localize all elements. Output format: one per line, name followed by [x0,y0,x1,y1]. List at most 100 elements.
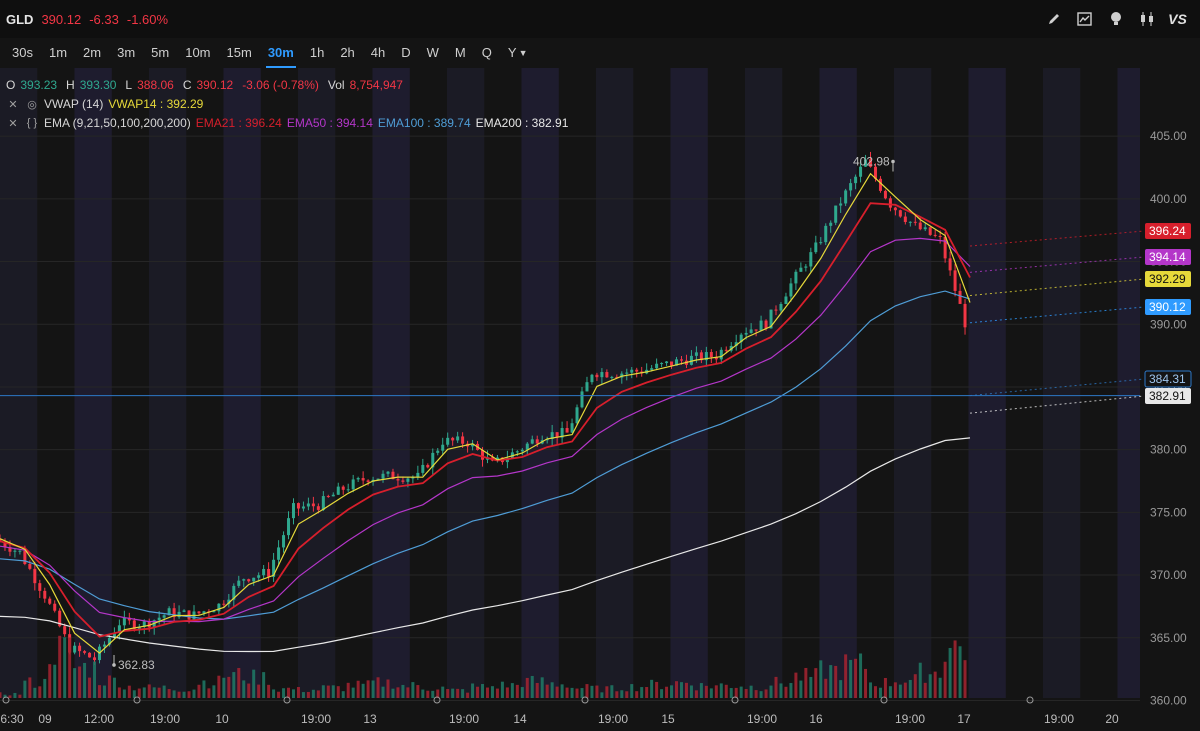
x-tick-label: 19:00 [150,712,180,726]
compare-button[interactable]: VS [1168,10,1187,27]
volume-bar [446,689,450,698]
volume-bar [943,661,947,698]
volume-bar [819,660,823,698]
candle-body [928,227,932,235]
candle-body [744,332,748,335]
vwap-name[interactable]: VWAP (14) [44,97,104,111]
volume-bar [873,686,877,698]
candle-body [182,610,186,612]
timeframe-w[interactable]: W [426,45,439,60]
session-band [521,68,559,698]
session-band [223,68,261,698]
line-chart-icon[interactable] [1076,10,1093,27]
volume-bar [316,690,320,698]
candle-body [570,423,574,433]
x-tick-label: 6:30 [0,712,24,726]
timeframe-4h[interactable]: 4h [370,45,386,60]
volume-bar [93,661,97,698]
price-marker [1145,271,1191,287]
timeframe-2h[interactable]: 2h [340,45,355,60]
timeframe-2m[interactable]: 2m [83,45,102,60]
candle-body [147,621,151,628]
candle-body [162,615,166,618]
candle-body [247,579,251,582]
close-icon[interactable]: ✕ [8,117,18,130]
volume-bar [520,687,524,698]
timeframe-q[interactable]: Q [481,45,492,60]
volume-bar [177,691,181,698]
candle-body [346,489,350,491]
timeframe-1m[interactable]: 1m [48,45,68,60]
candle-body [262,568,266,576]
candle-body [93,657,97,661]
candle-body [456,436,460,441]
candle-body [421,464,425,473]
chart-canvas[interactable]: 405.00400.00395.00390.00385.00380.00375.… [0,68,1200,731]
volume-bar [585,684,589,698]
session-band [74,68,112,698]
candle-body [296,503,300,509]
timeframe-5m[interactable]: 5m [151,45,170,60]
volume-bar [550,682,554,698]
marker-leader [969,278,1145,297]
volume-bar [461,689,465,698]
volume-bar [590,685,594,698]
volume-bar [769,685,773,698]
eye-icon[interactable]: ◎ [27,98,37,111]
candle-body [814,242,818,253]
candle-body [913,221,917,223]
price-marker-label: 382.91 [1149,389,1186,403]
session-band [819,68,857,698]
price-chart[interactable]: 405.00400.00395.00390.00385.00380.00375.… [0,68,1200,731]
candle-body [411,477,415,479]
code-braces-icon[interactable]: { } [26,117,38,129]
volume-bar [58,635,62,698]
candlestick-icon[interactable] [1138,10,1155,27]
candle-body [660,363,664,365]
chevron-down-icon[interactable]: ▼ [518,48,528,58]
open-value: 393.23 [20,78,58,92]
timeframe-1h[interactable]: 1h [309,45,325,60]
candle-body [675,359,679,366]
timeframe-10m[interactable]: 10m [185,45,211,60]
volume-bar [441,686,445,698]
volume-bar [112,677,116,698]
volume-bar [799,680,803,698]
volume-bar [764,689,768,698]
volume-bar [630,684,634,698]
volume-bar [625,691,629,698]
candle-body [779,303,783,311]
timeframe-m[interactable]: M [454,45,466,60]
x-tick-label: 19:00 [598,712,628,726]
lightbulb-icon[interactable] [1107,10,1124,27]
volume-bar [207,688,211,698]
volume-bar [809,676,813,698]
timeframe-30m[interactable]: 30m [260,38,302,68]
volume-bar [336,686,340,698]
pencil-icon[interactable] [1045,10,1062,27]
candle-body [227,599,231,605]
timeframe-d[interactable]: D [401,45,411,60]
timeframe-30s[interactable]: 30s [12,45,33,60]
price-change: -6.33 [89,11,119,27]
timeframe-15m[interactable]: 15m [226,45,252,60]
timeframe-bar: 30s 1m 2m 3m 5m 10m 15m 30m 1h 2h 4h D W M Q Y ▼ [0,38,1200,68]
candle-body [590,374,594,383]
ema21-line [0,202,971,638]
price-marker-label: 384.31 [1149,372,1186,386]
volume-bar [73,668,77,698]
timeframe-y[interactable]: Y [507,45,517,60]
timeframe-3m[interactable]: 3m [117,45,136,60]
ema-name[interactable]: EMA (9,21,50,100,200,200) [44,116,191,130]
volume-bar [903,682,907,698]
close-icon[interactable]: ✕ [8,98,18,111]
volume-bar [33,687,37,698]
volume-bar [38,686,42,698]
candle-body [277,547,281,560]
symbol-name[interactable]: GLD [6,11,34,27]
volume-bar [8,695,12,698]
y-tick-label: 375.00 [1150,505,1187,519]
volume-bar [829,665,833,698]
volume-bar [893,682,897,698]
candle-body [495,457,499,461]
